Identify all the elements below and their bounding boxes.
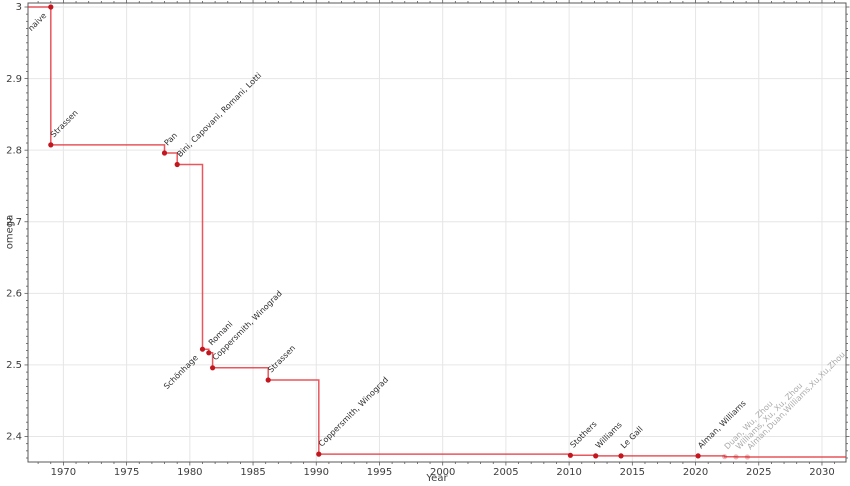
data-point-marker	[161, 150, 168, 156]
y-tick-label: 2.5	[6, 360, 22, 371]
data-point-marker	[722, 454, 728, 460]
data-point-label: Strassen	[49, 108, 80, 139]
x-tick-label: 2020	[683, 467, 708, 478]
data-point-marker	[199, 346, 206, 352]
series-line	[28, 6, 846, 458]
data-point-label: Bini, Capovani, Romani, Lotti	[175, 71, 263, 159]
y-tick-label: 2.9	[6, 74, 22, 85]
data-point-marker	[618, 453, 624, 459]
x-tick-label: 2030	[809, 467, 834, 478]
x-tick-label: 1985	[240, 467, 265, 478]
y-tick-label: 2.7	[6, 217, 22, 228]
data-point-marker	[567, 452, 574, 458]
data-point-label: Schönhage	[162, 353, 200, 391]
y-tick-label: 2.8	[6, 145, 22, 156]
x-tick-label: 1995	[367, 467, 392, 478]
x-tick-label: 2000	[430, 467, 455, 478]
x-tick-label: 2025	[746, 467, 771, 478]
data-point-marker	[206, 350, 212, 356]
x-tick-label: 1975	[114, 467, 139, 478]
data-point-label: naive	[26, 11, 48, 33]
x-tick-label: 2010	[556, 467, 581, 478]
y-tick-label: 3	[16, 2, 22, 13]
x-tick-label: 2005	[493, 467, 518, 478]
y-tick-label: 2.4	[6, 432, 22, 443]
data-point-marker	[210, 365, 216, 371]
y-axis-title: omega	[4, 214, 16, 250]
gridlines	[28, 3, 846, 462]
data-point-marker	[265, 377, 271, 383]
data-point-marker	[48, 142, 54, 148]
axis-ticks	[24, 0, 850, 466]
data-point-marker	[744, 454, 751, 460]
x-tick-label: 1990	[304, 467, 329, 478]
data-point-label: Strassen	[266, 343, 297, 374]
data-point-marker	[48, 4, 54, 10]
x-tick-label: 2015	[620, 467, 645, 478]
data-point-markers	[48, 4, 751, 460]
x-axis-title: Year	[426, 473, 448, 484]
data-point-marker	[593, 453, 599, 459]
data-point-marker	[733, 454, 739, 460]
y-tick-label: 2.6	[6, 289, 22, 300]
data-point-marker	[316, 451, 322, 457]
data-point-marker	[695, 453, 701, 459]
data-point-marker	[174, 161, 180, 168]
x-tick-label: 1980	[177, 467, 202, 478]
data-point-label: Williams, Xu, Xu, Zhou	[734, 381, 804, 451]
tick-labels: 1970 1975 1980 1985 1990 1995 2000 2005 2010 2015…	[6, 2, 835, 478]
x-tick-label: 1970	[51, 467, 76, 478]
data-point-label: Williams	[594, 420, 624, 450]
plot-spines	[27, 2, 847, 463]
